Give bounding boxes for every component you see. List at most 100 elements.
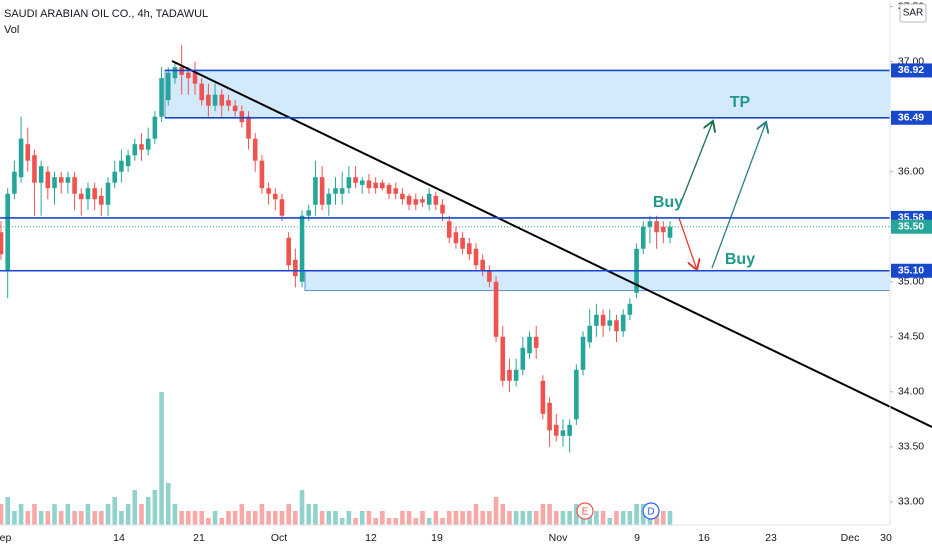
level-label-box <box>891 263 932 278</box>
volume-bar <box>553 511 559 525</box>
candle-body <box>594 314 599 326</box>
volume-bar <box>232 511 238 525</box>
candle-body <box>373 182 378 189</box>
candle-body <box>620 314 626 332</box>
volume-bar <box>152 490 158 525</box>
volume-bar <box>446 511 452 525</box>
candle-body <box>252 138 258 161</box>
candle-body <box>0 232 4 255</box>
x-tick-label: 16 <box>698 532 710 544</box>
volume-bar <box>614 511 619 525</box>
x-tick-label: Nov <box>549 532 568 544</box>
candle-body <box>420 199 425 203</box>
candle-body <box>413 199 419 205</box>
candle-body <box>152 116 158 139</box>
candle-body <box>587 325 593 343</box>
candle-body <box>172 67 178 79</box>
volume-bar <box>460 511 465 525</box>
candle-body <box>105 182 111 205</box>
candle-body <box>32 155 37 183</box>
volume-bar <box>206 518 211 525</box>
zone <box>164 69 891 119</box>
candle-body <box>667 226 673 238</box>
candle-body <box>38 166 44 183</box>
volume-bar <box>45 511 51 525</box>
candle-body <box>614 320 619 332</box>
volume-bar <box>520 511 526 525</box>
x-tick-label: 19 <box>431 532 443 544</box>
volume-bar <box>634 504 639 525</box>
currency: SAR <box>903 8 924 19</box>
volume-bar <box>192 511 198 525</box>
candle-body <box>359 180 365 185</box>
candle-body <box>453 232 459 244</box>
candle-body <box>533 336 539 348</box>
trend-line <box>171 60 932 428</box>
candle-body <box>467 243 472 255</box>
volume-bar <box>306 504 312 525</box>
candle-body <box>487 270 492 282</box>
candle-body <box>513 369 519 381</box>
volume-bar <box>186 511 191 525</box>
volume-bar <box>72 511 77 525</box>
candle-body <box>279 199 285 216</box>
volume-bar <box>259 504 265 525</box>
zone <box>304 270 891 292</box>
volume-bar <box>105 504 111 525</box>
candle-body <box>326 193 332 205</box>
candle-body <box>473 248 479 266</box>
volume-bar <box>547 504 552 525</box>
x-tick-label: 30 <box>880 532 892 544</box>
volume-bar <box>5 497 10 525</box>
volume-bar <box>119 511 124 525</box>
volume-bar <box>487 511 492 525</box>
volume-bar <box>420 511 425 525</box>
x-tick-label: 14 <box>113 532 125 544</box>
volume-bar <box>493 497 499 525</box>
last-price-label: 35.50 <box>898 221 924 233</box>
volume-bar <box>406 511 412 525</box>
candle-body <box>99 195 104 205</box>
candle-body <box>380 182 385 189</box>
candle-body <box>607 320 613 326</box>
candle-body <box>313 177 318 205</box>
event-label: E <box>582 507 589 518</box>
volume-bar <box>507 511 512 525</box>
volume-bar <box>319 511 325 525</box>
candle-body <box>353 177 358 183</box>
volume-bar <box>112 497 118 525</box>
level-label-box <box>891 63 932 78</box>
candle-body <box>159 78 164 117</box>
candle-body <box>165 72 171 101</box>
candle-body <box>393 188 399 194</box>
volume-bar <box>145 497 151 525</box>
candles <box>0 45 673 453</box>
candle-body <box>480 259 485 271</box>
volume-bar <box>78 511 84 525</box>
volume-bar <box>620 511 626 525</box>
candle-body <box>540 380 546 414</box>
arrow-down <box>678 217 697 270</box>
volume-bar <box>246 511 251 525</box>
volume-bar <box>266 511 271 525</box>
volume-bar <box>607 518 613 525</box>
candle-body <box>112 171 118 183</box>
candle-body <box>78 193 84 200</box>
y-tick-label: 35.00 <box>898 276 924 288</box>
candle-body <box>406 195 412 205</box>
volume-bar <box>226 511 231 525</box>
x-tick-label: Sep <box>0 532 11 544</box>
volume-bar <box>386 518 392 525</box>
volume-bar <box>359 511 365 525</box>
candle-body <box>219 94 225 106</box>
volume-bar <box>574 504 579 525</box>
volume-bar <box>527 511 532 525</box>
volume-bar <box>252 511 258 525</box>
volume-bar <box>0 504 4 525</box>
candle-body <box>226 100 231 106</box>
y-tick-label: 36.00 <box>898 165 924 177</box>
volume-bar <box>25 511 31 525</box>
candle-body <box>661 226 666 233</box>
volume-bar <box>12 511 17 525</box>
